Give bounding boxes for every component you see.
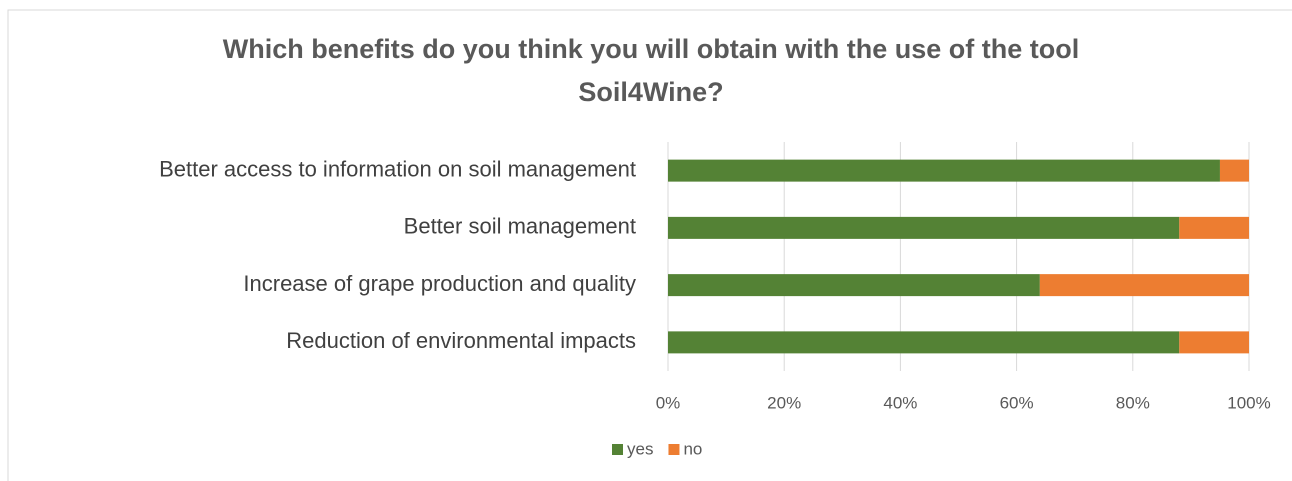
y-tick-label: Better soil management (404, 214, 636, 239)
bar-segment (668, 274, 1040, 297)
bar-segment (668, 216, 1180, 239)
x-tick-label: 80% (1116, 393, 1150, 412)
bar-segment (668, 159, 1220, 182)
y-tick-label: Reduction of environmental impacts (286, 328, 636, 353)
x-tick-label: 40% (883, 393, 917, 412)
legend-swatch (612, 444, 623, 455)
chart-title: Which benefits do you think you will obt… (222, 34, 1080, 107)
x-tick-label: 100% (1227, 393, 1270, 412)
x-tick-label: 0% (656, 393, 681, 412)
x-tick-label: 60% (1000, 393, 1034, 412)
legend-label: no (683, 439, 702, 458)
bar-segment (1039, 274, 1249, 297)
x-tick-label: 20% (767, 393, 801, 412)
bar-segment (668, 331, 1180, 354)
chart-border (7, 9, 1292, 481)
y-tick-label: Increase of grape production and quality (243, 271, 636, 296)
y-tick-label: Better access to information on soil man… (159, 156, 636, 181)
bar-segment (1179, 216, 1249, 239)
bar-segment (1179, 331, 1249, 354)
bar-segment (1219, 159, 1249, 182)
legend-swatch (668, 444, 680, 455)
legend-label: yes (627, 439, 653, 458)
